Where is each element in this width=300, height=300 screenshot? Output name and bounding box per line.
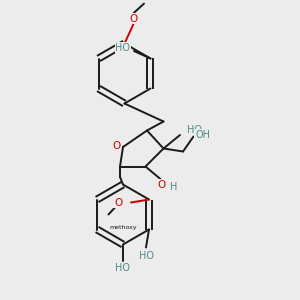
Text: methoxy: methoxy [110, 226, 137, 230]
Text: O: O [114, 197, 123, 208]
Text: HO: HO [116, 263, 130, 273]
Text: O: O [112, 140, 121, 151]
Text: OH: OH [195, 130, 210, 140]
Text: H: H [170, 182, 178, 192]
Text: O: O [129, 14, 138, 24]
Text: HO: HO [187, 124, 202, 135]
Text: HO: HO [139, 251, 154, 261]
Text: HO: HO [116, 43, 130, 53]
Text: O: O [158, 180, 166, 190]
